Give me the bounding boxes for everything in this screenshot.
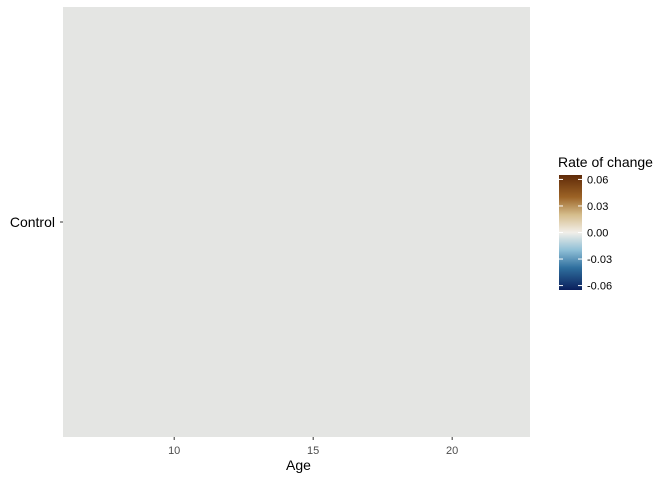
legend-tick-label: 0.06: [587, 174, 608, 186]
x-tick-label: 15: [307, 445, 319, 457]
legend-colorbar: [559, 175, 582, 290]
color-legend: Rate of change 0.06 0.03 0.00 -0.03 -0.06: [558, 154, 653, 293]
y-category-label: Control: [10, 214, 55, 230]
x-axis-title: Age: [286, 457, 311, 473]
legend-tick-label: -0.03: [587, 254, 612, 266]
x-axis: 10 15 20: [168, 437, 458, 457]
legend-title: Rate of change: [558, 154, 653, 170]
legend-ticks: 0.06 0.03 0.00 -0.03 -0.06: [559, 174, 612, 293]
x-tick-label: 20: [446, 445, 458, 457]
legend-tick-label: 0.03: [587, 201, 608, 213]
legend-tick-label: -0.06: [587, 281, 612, 293]
plot-panel: [63, 7, 530, 437]
x-tick-label: 10: [168, 445, 180, 457]
legend-tick-label: 0.00: [587, 228, 608, 240]
y-axis: Control: [10, 214, 63, 230]
